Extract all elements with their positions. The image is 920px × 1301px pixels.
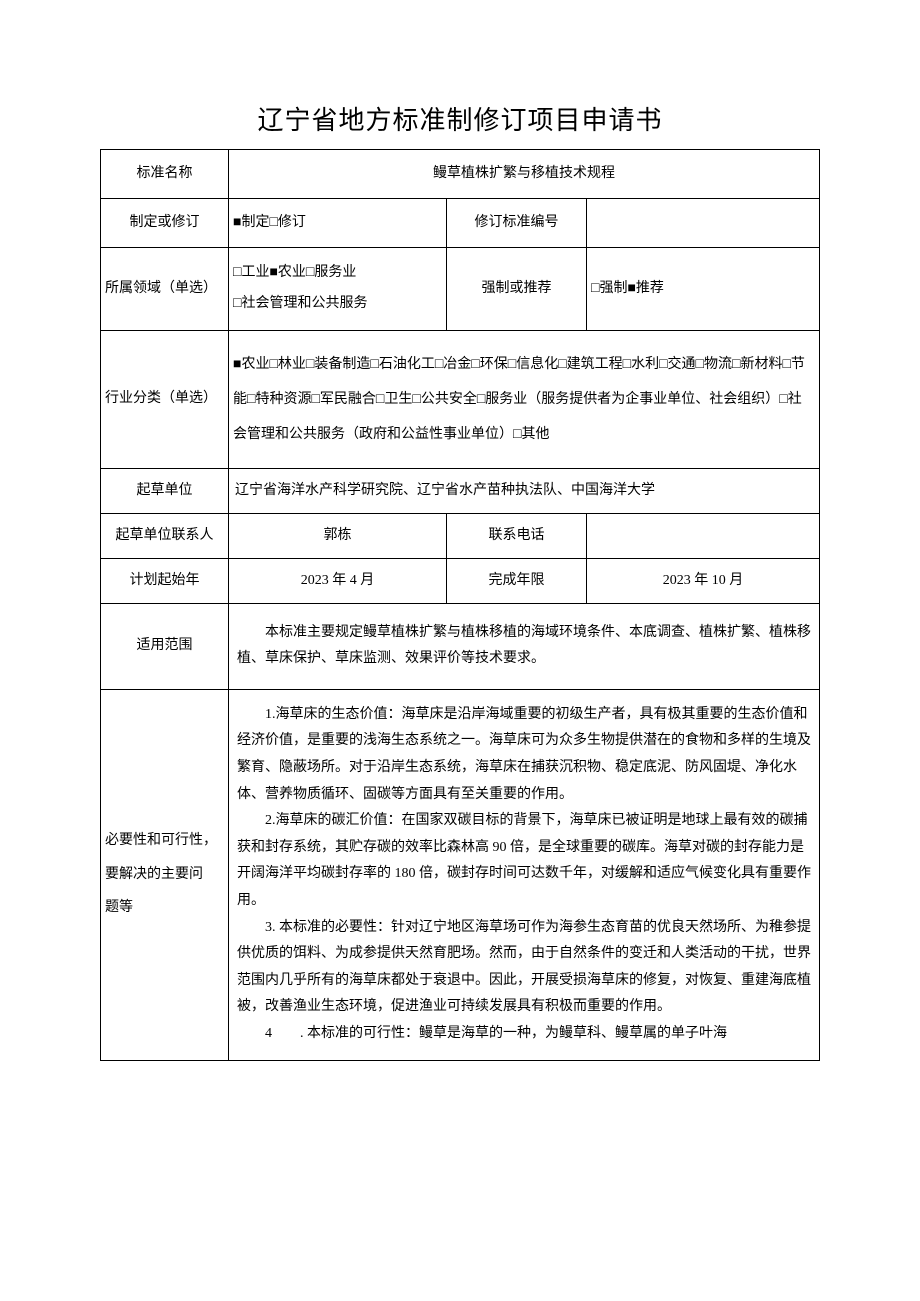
value-mandatory: □强制■推荐 bbox=[587, 248, 820, 331]
label-mandatory: 强制或推荐 bbox=[447, 248, 587, 331]
value-drafting-unit: 辽宁省海洋水产科学研究院、辽宁省水产苗种执法队、中国海洋大学 bbox=[229, 468, 820, 513]
label-scope: 适用范围 bbox=[101, 603, 229, 689]
necessity-p1: 1.海草床的生态价值：海草床是沿岸海域重要的初级生产者，具有极其重要的生态价值和… bbox=[237, 702, 811, 808]
value-scope: 本标准主要规定鳗草植株扩繁与植株移植的海域环境条件、本底调查、植株扩繁、植株移植… bbox=[229, 603, 820, 689]
value-contact-name: 郭栋 bbox=[229, 513, 447, 558]
value-industry: ■农业□林业□装备制造□石油化工□冶金□环保□信息化□建筑工程□水利□交通□物流… bbox=[229, 330, 820, 468]
domain-line2: □社会管理和公共服务 bbox=[233, 289, 442, 320]
label-standard-name: 标准名称 bbox=[101, 150, 229, 199]
label-phone: 联系电话 bbox=[447, 513, 587, 558]
necessity-p3: 3. 本标准的必要性：针对辽宁地区海草场可作为海参生态育苗的优良天然场所、为稚参… bbox=[237, 915, 811, 1021]
necessity-label-p3: 题等 bbox=[105, 891, 222, 925]
value-formulate-revise: ■制定□修订 bbox=[229, 199, 447, 248]
row-standard-name: 标准名称 鳗草植株扩繁与移植技术规程 bbox=[101, 150, 820, 199]
row-formulate-revise: 制定或修订 ■制定□修订 修订标准编号 bbox=[101, 199, 820, 248]
domain-line1: □工业■农业□服务业 bbox=[233, 258, 442, 289]
row-industry: 行业分类（单选） ■农业□林业□装备制造□石油化工□冶金□环保□信息化□建筑工程… bbox=[101, 330, 820, 468]
label-domain: 所属领域（单选） bbox=[101, 248, 229, 331]
label-formulate-revise: 制定或修订 bbox=[101, 199, 229, 248]
document-title: 辽宁省地方标准制修订项目申请书 bbox=[100, 100, 820, 137]
row-drafting-unit: 起草单位 辽宁省海洋水产科学研究院、辽宁省水产苗种执法队、中国海洋大学 bbox=[101, 468, 820, 513]
necessity-label-p2: 要解决的主要问 bbox=[105, 858, 222, 892]
necessity-label-p1: 必要性和可行性， bbox=[105, 824, 222, 858]
label-plan-start: 计划起始年 bbox=[101, 558, 229, 603]
label-drafting-unit: 起草单位 bbox=[101, 468, 229, 513]
value-standard-name: 鳗草植株扩繁与移植技术规程 bbox=[229, 150, 820, 199]
value-plan-end: 2023 年 10 月 bbox=[587, 558, 820, 603]
label-industry: 行业分类（单选） bbox=[101, 330, 229, 468]
necessity-p2: 2.海草床的碳汇价值：在国家双碳目标的背景下，海草床已被证明是地球上最有效的碳捕… bbox=[237, 808, 811, 914]
value-domain: □工业■农业□服务业 □社会管理和公共服务 bbox=[229, 248, 447, 331]
value-necessity: 1.海草床的生态价值：海草床是沿岸海域重要的初级生产者，具有极其重要的生态价值和… bbox=[229, 689, 820, 1060]
row-plan: 计划起始年 2023 年 4 月 完成年限 2023 年 10 月 bbox=[101, 558, 820, 603]
label-contact: 起草单位联系人 bbox=[101, 513, 229, 558]
row-scope: 适用范围 本标准主要规定鳗草植株扩繁与植株移植的海域环境条件、本底调查、植株扩繁… bbox=[101, 603, 820, 689]
label-revise-number: 修订标准编号 bbox=[447, 199, 587, 248]
value-revise-number bbox=[587, 199, 820, 248]
label-necessity: 必要性和可行性， 要解决的主要问 题等 bbox=[101, 689, 229, 1060]
label-plan-end: 完成年限 bbox=[447, 558, 587, 603]
row-contact: 起草单位联系人 郭栋 联系电话 bbox=[101, 513, 820, 558]
row-necessity: 必要性和可行性， 要解决的主要问 题等 1.海草床的生态价值：海草床是沿岸海域重… bbox=[101, 689, 820, 1060]
necessity-p4: 4 . 本标准的可行性：鳗草是海草的一种，为鳗草科、鳗草属的单子叶海 bbox=[237, 1021, 811, 1048]
value-plan-start: 2023 年 4 月 bbox=[229, 558, 447, 603]
application-form-table: 标准名称 鳗草植株扩繁与移植技术规程 制定或修订 ■制定□修订 修订标准编号 所… bbox=[100, 149, 820, 1061]
value-phone bbox=[587, 513, 820, 558]
row-domain: 所属领域（单选） □工业■农业□服务业 □社会管理和公共服务 强制或推荐 □强制… bbox=[101, 248, 820, 331]
